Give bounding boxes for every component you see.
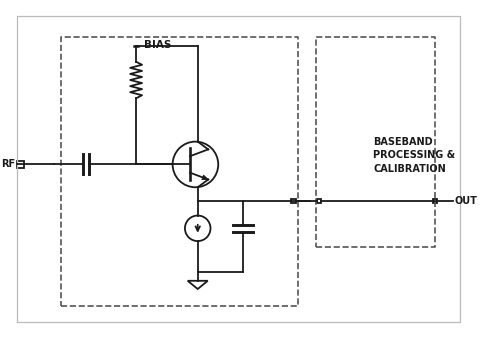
Text: BIAS: BIAS (144, 40, 172, 50)
Text: OUT: OUT (454, 196, 477, 206)
Polygon shape (202, 175, 208, 180)
Text: BASEBAND
PROCESSING &
CALIBRATION: BASEBAND PROCESSING & CALIBRATION (373, 137, 456, 173)
Text: RF: RF (1, 160, 16, 169)
